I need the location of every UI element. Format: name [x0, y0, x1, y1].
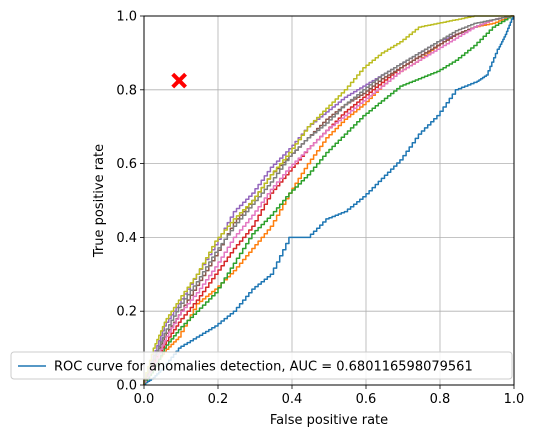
x-tick-label: 0.2 [208, 392, 229, 407]
y-tick-label: 0.8 [116, 83, 137, 98]
legend-box [10, 351, 513, 380]
x-tick-label: 0.4 [282, 392, 303, 407]
axis-ticks: 0.0 0.2 0.4 0.6 0.8 1.0 0.0 0.2 0.4 0.6 0.8 1.0 [116, 10, 524, 408]
y-tick-label: 0.6 [116, 157, 137, 172]
y-tick-label: 0.0 [116, 379, 137, 394]
roc-line-8 [143, 15, 514, 385]
roc-line-5 [143, 15, 514, 385]
plot-frame [143, 15, 515, 386]
y-tick-label: 0.4 [116, 231, 137, 246]
roc-line-4 [143, 15, 514, 385]
red-x-mark [171, 72, 187, 89]
roc-series-lines [143, 15, 514, 385]
x-tick-label: 0.0 [134, 392, 155, 407]
y-tick-label: 1.0 [116, 10, 137, 25]
y-tick-label: 0.2 [116, 305, 137, 320]
x-axis-label: False positive rate [270, 413, 388, 428]
y-axis-label: True positive rate [92, 144, 107, 258]
x-tick-label: 0.8 [430, 392, 451, 407]
roc-line-7 [143, 15, 514, 385]
roc-line-9 [143, 15, 514, 385]
x-tick-label: 1.0 [504, 392, 525, 407]
legend: ROC curve for anomalies detection, AUC =… [10, 351, 513, 380]
x-tick-label: 0.6 [356, 392, 377, 407]
roc-line-6 [143, 15, 514, 385]
roc-line-1 [143, 15, 514, 385]
grid-lines [143, 15, 515, 386]
red-x-marker [171, 72, 187, 89]
roc-line-2 [143, 15, 514, 385]
legend-entry-text: ROC curve for anomalies detection, AUC =… [54, 360, 473, 375]
roc-line-3 [143, 15, 514, 385]
